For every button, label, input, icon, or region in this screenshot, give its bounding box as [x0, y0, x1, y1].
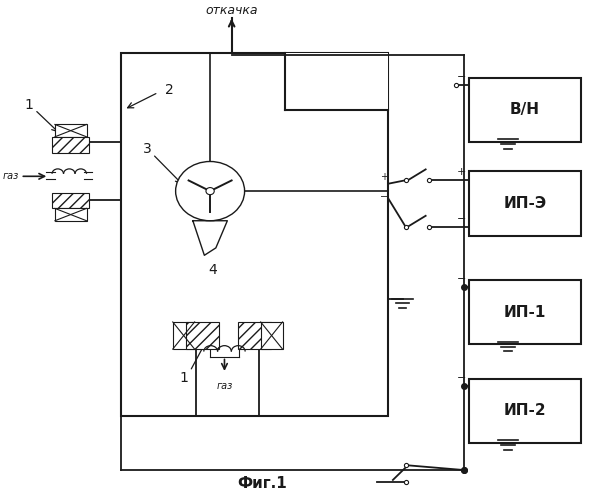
Text: −: −	[456, 214, 466, 224]
Text: ИП-1: ИП-1	[504, 304, 546, 320]
Text: 4: 4	[209, 262, 217, 276]
Bar	[469, 280, 581, 344]
Bar	[285, 53, 388, 110]
Text: В/Н: В/Н	[510, 102, 540, 117]
Bar	[52, 192, 89, 208]
Bar	[469, 378, 581, 443]
Text: −: −	[456, 72, 466, 82]
Bar	[52, 192, 89, 208]
Circle shape	[176, 162, 245, 220]
Bar	[237, 322, 271, 349]
Text: ИП-2: ИП-2	[504, 404, 546, 418]
Bar	[121, 53, 388, 416]
Bar	[186, 322, 219, 349]
Bar	[186, 322, 219, 349]
Bar	[237, 322, 271, 349]
Bar	[55, 208, 87, 220]
Text: +: +	[380, 172, 388, 182]
Text: ИП-Э: ИП-Э	[504, 196, 547, 211]
Text: 3: 3	[142, 142, 151, 156]
Bar	[55, 124, 87, 137]
Text: газ: газ	[2, 172, 19, 181]
Text: откачка: откачка	[205, 4, 258, 18]
Bar	[52, 137, 89, 152]
Text: −: −	[456, 274, 466, 284]
Bar	[173, 322, 194, 349]
Text: +: +	[456, 168, 466, 177]
Bar	[261, 322, 282, 349]
Text: 1: 1	[180, 370, 189, 384]
Bar	[469, 172, 581, 235]
Circle shape	[206, 188, 214, 194]
Text: −: −	[456, 373, 466, 383]
Text: 1: 1	[25, 98, 33, 112]
Text: 2: 2	[166, 83, 174, 97]
Bar	[469, 78, 581, 142]
Text: −: −	[380, 192, 388, 202]
Bar	[52, 137, 89, 152]
Text: газ: газ	[216, 381, 233, 391]
Text: Фиг.1: Фиг.1	[237, 476, 286, 492]
